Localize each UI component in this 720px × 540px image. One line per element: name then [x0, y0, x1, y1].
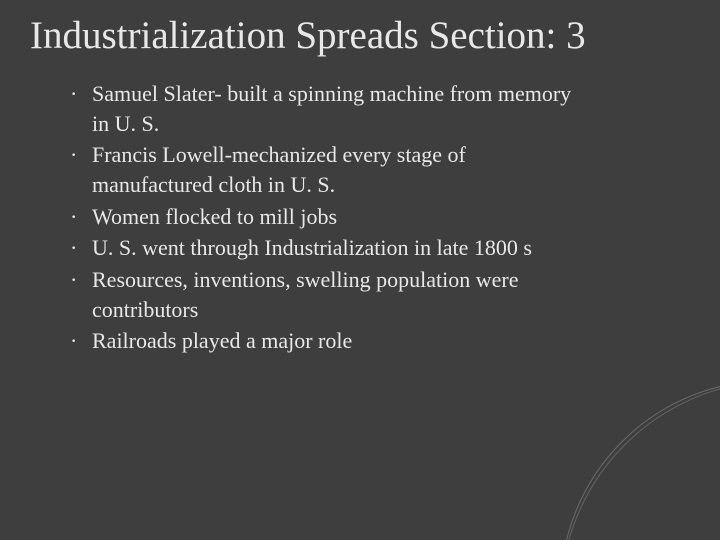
- bullet-item: U. S. went through Industrialization in …: [70, 233, 580, 263]
- bullet-item: Railroads played a major role: [70, 326, 580, 356]
- slide-container: Industrialization Spreads Section: 3 Sam…: [0, 0, 720, 540]
- bullet-item: Women flocked to mill jobs: [70, 202, 580, 232]
- slide-title: Industrialization Spreads Section: 3: [30, 14, 690, 59]
- bullet-list: Samuel Slater- built a spinning machine …: [30, 79, 580, 356]
- bullet-item: Resources, inventions, swelling populati…: [70, 265, 580, 324]
- decorative-arc-icon: [560, 380, 720, 540]
- bullet-item: Francis Lowell-mechanized every stage of…: [70, 140, 580, 199]
- bullet-item: Samuel Slater- built a spinning machine …: [70, 79, 580, 138]
